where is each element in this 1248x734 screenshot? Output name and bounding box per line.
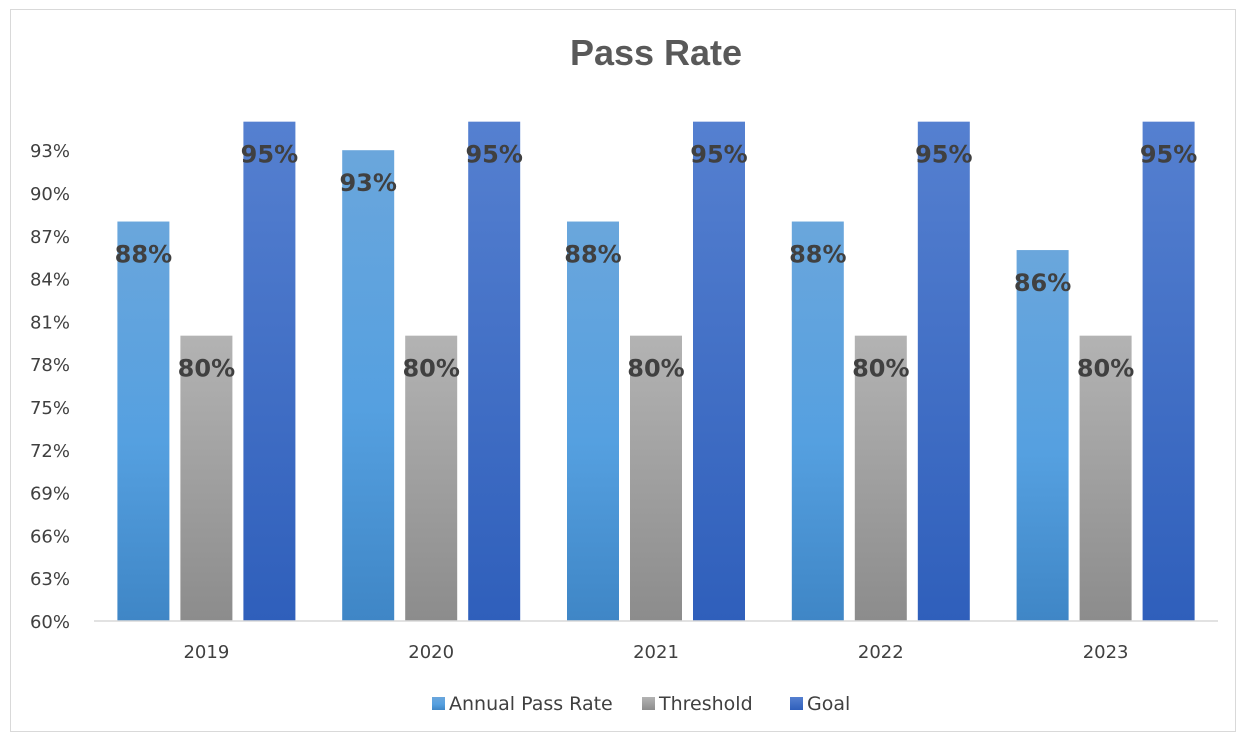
y-tick-label: 78% <box>30 355 70 376</box>
x-axis: 2019 2020 2021 2022 2023 <box>183 642 1128 663</box>
bar-goal-2020 <box>468 121 521 622</box>
data-label: 95% <box>690 141 747 169</box>
legend-label: Goal <box>807 693 850 715</box>
data-label: 95% <box>1140 141 1197 169</box>
y-tick-label: 81% <box>30 312 70 333</box>
bar-goal-2023 <box>1142 121 1195 622</box>
y-tick-label: 63% <box>30 569 70 590</box>
data-label: 95% <box>465 141 522 169</box>
x-tick-label: 2019 <box>183 642 229 663</box>
legend-label: Annual Pass Rate <box>449 693 613 715</box>
bar-threshold-2021 <box>630 335 682 621</box>
data-label: 88% <box>789 241 846 269</box>
y-tick-label: 66% <box>30 526 70 547</box>
y-tick-label: 90% <box>30 184 70 205</box>
data-label: 86% <box>1014 269 1071 297</box>
bar-threshold-2022 <box>854 335 907 621</box>
data-label: 80% <box>1077 355 1134 383</box>
x-tick-label: 2023 <box>1083 642 1129 663</box>
y-tick-label: 60% <box>30 612 70 633</box>
x-tick-label: 2020 <box>408 642 454 663</box>
bar-annual-pass-rate-2019 <box>117 221 170 622</box>
bar-annual-pass-rate-2021 <box>567 221 619 622</box>
bar-goal-2022 <box>917 121 970 622</box>
bar-goal-2021 <box>693 121 745 622</box>
data-label: 80% <box>627 355 684 383</box>
chart-title: Pass Rate <box>570 32 742 73</box>
data-label: 93% <box>339 169 396 197</box>
legend-swatch-annual-pass-rate <box>432 697 445 710</box>
bar-annual-pass-rate-2023 <box>1016 250 1069 622</box>
data-label: 80% <box>178 355 235 383</box>
x-tick-label: 2021 <box>633 642 679 663</box>
y-tick-label: 75% <box>30 398 70 419</box>
legend-swatch-threshold <box>642 697 655 710</box>
data-label: 80% <box>402 355 459 383</box>
y-tick-label: 93% <box>30 141 70 162</box>
data-labels: 88% 80% 95% 93% 80% 95% 88% 80% 95% 88% 80% 95% 86% 8… <box>115 141 1198 383</box>
bar-annual-pass-rate-2022 <box>791 221 844 622</box>
data-label: 80% <box>852 355 909 383</box>
y-tick-label: 87% <box>30 227 70 248</box>
data-label: 88% <box>564 241 621 269</box>
bar-threshold-2023 <box>1079 335 1132 621</box>
x-tick-label: 2022 <box>858 642 904 663</box>
legend-swatch-goal <box>790 697 803 710</box>
legend: Annual Pass Rate Threshold Goal <box>432 693 850 715</box>
bar-threshold-2019 <box>180 335 233 621</box>
bar-annual-pass-rate-2020 <box>342 150 395 621</box>
data-label: 95% <box>915 141 972 169</box>
data-label: 88% <box>115 241 172 269</box>
bar-goal-2019 <box>243 121 296 622</box>
y-tick-label: 72% <box>30 441 70 462</box>
legend-label: Threshold <box>658 693 753 715</box>
data-label: 95% <box>241 141 298 169</box>
y-tick-label: 84% <box>30 270 70 291</box>
bar-threshold-2020 <box>405 335 458 621</box>
bar-group <box>117 121 1195 622</box>
y-tick-label: 69% <box>30 484 70 505</box>
y-axis: 60% 63% 66% 69% 72% 75% 78% 81% 84% 87% 90% 93% <box>30 141 70 633</box>
